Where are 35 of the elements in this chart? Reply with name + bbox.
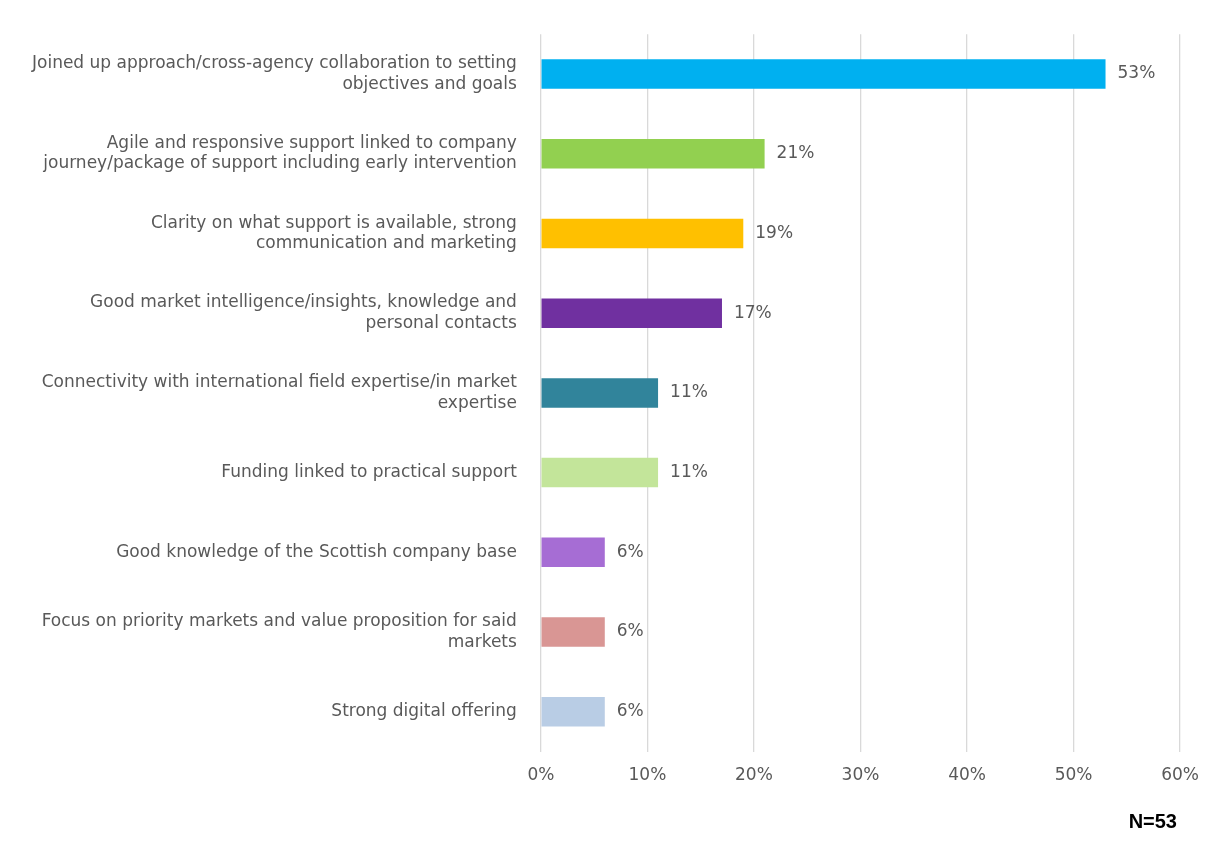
bar bbox=[541, 218, 744, 249]
y-tick-label: Agile and responsive support linked to company journey/package of support including early intervention bbox=[42, 131, 517, 173]
data-label: 53% bbox=[1117, 62, 1156, 83]
y-tick-label: Good knowledge of the Scottish company base bbox=[116, 540, 517, 561]
data-label: 6% bbox=[616, 620, 644, 641]
x-tick-label: 10% bbox=[628, 764, 667, 785]
y-tick-label: Strong digital offering bbox=[331, 700, 517, 721]
text: N=53 bbox=[1128, 810, 1177, 833]
data-label: 19% bbox=[755, 221, 794, 242]
bar bbox=[541, 537, 605, 568]
bar bbox=[541, 697, 605, 727]
x-tick-label: 60% bbox=[1161, 764, 1200, 785]
y-tick-label: Joined up approach/cross-agency collaboration to setting objectives and goals bbox=[30, 52, 518, 93]
x-tick-label: 40% bbox=[948, 764, 986, 785]
bar bbox=[541, 457, 659, 488]
y-tick-label: Funding linked to practical support bbox=[221, 461, 518, 482]
x-tick-label: 30% bbox=[841, 764, 880, 785]
y-tick-label: Connectivity with international field expertise/in market expertise bbox=[41, 371, 518, 412]
data-label: 21% bbox=[776, 142, 815, 163]
bar bbox=[541, 617, 605, 647]
y-tick-label: Good market intelligence/insights, knowledge and personal contacts bbox=[90, 291, 517, 332]
data-label: 17% bbox=[733, 301, 772, 322]
data-label: 6% bbox=[616, 540, 644, 561]
x-tick-label: 20% bbox=[735, 764, 773, 785]
data-label: 11% bbox=[670, 381, 708, 402]
data-label: 6% bbox=[616, 700, 644, 721]
data-label: 11% bbox=[670, 461, 708, 482]
y-tick-label: Clarity on what support is available, strong communication and marketing bbox=[150, 211, 517, 253]
bar bbox=[541, 139, 765, 169]
bar bbox=[541, 59, 1106, 89]
x-tick-label: 50% bbox=[1054, 764, 1093, 785]
x-tick-label: 0% bbox=[527, 764, 555, 785]
bar bbox=[541, 298, 722, 328]
bar bbox=[541, 378, 659, 408]
y-tick-label: Focus on priority markets and value proposition for said markets bbox=[41, 610, 518, 651]
